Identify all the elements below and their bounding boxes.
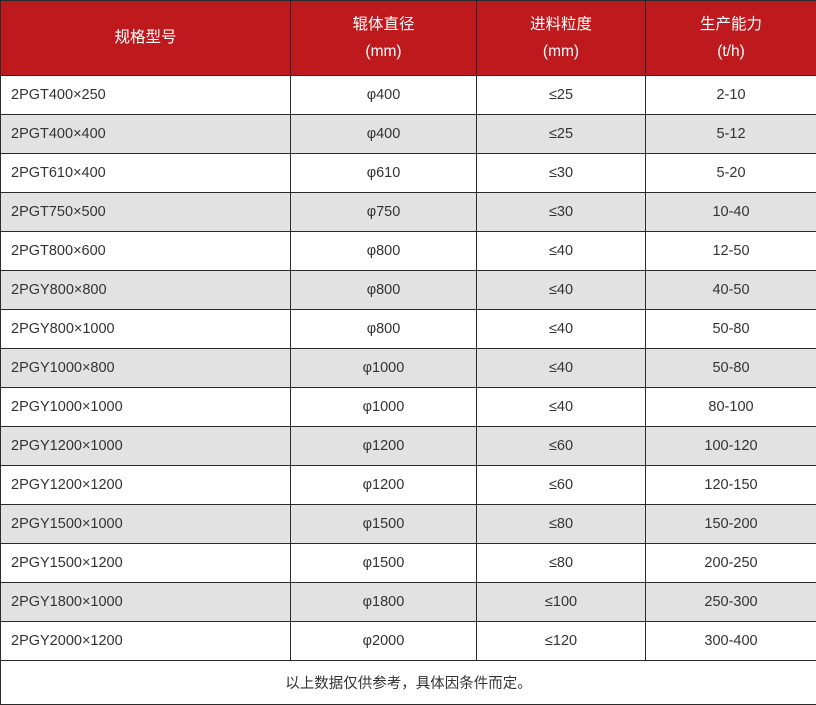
cell-roller-diameter: φ1200 — [291, 427, 477, 466]
table-header: 规格型号 辊体直径 (mm) 进料粒度 (mm) 生产能力 (t/h) — [1, 1, 816, 76]
cell-capacity: 80-100 — [646, 388, 816, 427]
cell-model: 2PGT400×250 — [1, 76, 291, 115]
cell-capacity: 40-50 — [646, 271, 816, 310]
cell-roller-diameter: φ800 — [291, 310, 477, 349]
column-header-feed-size-unit: (mm) — [483, 38, 639, 65]
cell-capacity: 2-10 — [646, 76, 816, 115]
column-header-capacity: 生产能力 (t/h) — [646, 1, 816, 76]
cell-model: 2PGT400×400 — [1, 115, 291, 154]
cell-capacity: 120-150 — [646, 466, 816, 505]
column-header-model: 规格型号 — [1, 1, 291, 76]
column-header-capacity-unit: (t/h) — [652, 38, 810, 65]
cell-model: 2PGT800×600 — [1, 232, 291, 271]
cell-model: 2PGY1000×1000 — [1, 388, 291, 427]
cell-model: 2PGY1800×1000 — [1, 583, 291, 622]
column-header-feed-size: 进料粒度 (mm) — [477, 1, 646, 76]
cell-roller-diameter: φ610 — [291, 154, 477, 193]
cell-feed-size: ≤60 — [477, 466, 646, 505]
cell-capacity: 50-80 — [646, 310, 816, 349]
cell-capacity: 5-20 — [646, 154, 816, 193]
cell-feed-size: ≤40 — [477, 310, 646, 349]
cell-roller-diameter: φ1000 — [291, 388, 477, 427]
cell-roller-diameter: φ750 — [291, 193, 477, 232]
cell-model: 2PGY1000×800 — [1, 349, 291, 388]
cell-capacity: 100-120 — [646, 427, 816, 466]
table-footer: 以上数据仅供参考，具体因条件而定。 — [1, 661, 816, 705]
cell-roller-diameter: φ400 — [291, 115, 477, 154]
cell-roller-diameter: φ1500 — [291, 505, 477, 544]
cell-feed-size: ≤30 — [477, 193, 646, 232]
cell-model: 2PGY2000×1200 — [1, 622, 291, 661]
cell-roller-diameter: φ2000 — [291, 622, 477, 661]
cell-roller-diameter: φ1800 — [291, 583, 477, 622]
cell-model: 2PGY1500×1000 — [1, 505, 291, 544]
cell-roller-diameter: φ1000 — [291, 349, 477, 388]
cell-model: 2PGY1200×1000 — [1, 427, 291, 466]
cell-feed-size: ≤25 — [477, 76, 646, 115]
cell-feed-size: ≤40 — [477, 232, 646, 271]
column-header-roller-diameter-title: 辊体直径 — [297, 11, 470, 38]
cell-roller-diameter: φ1500 — [291, 544, 477, 583]
cell-roller-diameter: φ800 — [291, 271, 477, 310]
cell-feed-size: ≤40 — [477, 349, 646, 388]
cell-feed-size: ≤40 — [477, 388, 646, 427]
column-header-roller-diameter: 辊体直径 (mm) — [291, 1, 477, 76]
cell-feed-size: ≤30 — [477, 154, 646, 193]
cell-model: 2PGT750×500 — [1, 193, 291, 232]
header-row: 规格型号 辊体直径 (mm) 进料粒度 (mm) 生产能力 (t/h) — [1, 1, 816, 76]
spec-table-container: 规格型号 辊体直径 (mm) 进料粒度 (mm) 生产能力 (t/h) 2PGT… — [0, 0, 816, 689]
footnote-text: 以上数据仅供参考，具体因条件而定。 — [1, 661, 816, 705]
cell-capacity: 150-200 — [646, 505, 816, 544]
cell-capacity: 250-300 — [646, 583, 816, 622]
cell-feed-size: ≤25 — [477, 115, 646, 154]
cell-model: 2PGY1200×1200 — [1, 466, 291, 505]
cell-model: 2PGT610×400 — [1, 154, 291, 193]
cell-capacity: 5-12 — [646, 115, 816, 154]
cell-feed-size: ≤100 — [477, 583, 646, 622]
cell-model: 2PGY1500×1200 — [1, 544, 291, 583]
cell-capacity: 50-80 — [646, 349, 816, 388]
column-header-roller-diameter-unit: (mm) — [297, 38, 470, 65]
column-header-capacity-title: 生产能力 — [652, 11, 810, 38]
footnote-row: 以上数据仅供参考，具体因条件而定。 — [1, 661, 816, 705]
cell-capacity: 10-40 — [646, 193, 816, 232]
cell-feed-size: ≤60 — [477, 427, 646, 466]
cell-roller-diameter: φ400 — [291, 76, 477, 115]
cell-feed-size: ≤80 — [477, 505, 646, 544]
cell-model: 2PGY800×800 — [1, 271, 291, 310]
cell-capacity: 12-50 — [646, 232, 816, 271]
cell-model: 2PGY800×1000 — [1, 310, 291, 349]
column-header-model-title: 规格型号 — [7, 24, 284, 51]
cell-feed-size: ≤40 — [477, 271, 646, 310]
cell-roller-diameter: φ1200 — [291, 466, 477, 505]
cell-feed-size: ≤80 — [477, 544, 646, 583]
column-header-feed-size-title: 进料粒度 — [483, 11, 639, 38]
cell-capacity: 300-400 — [646, 622, 816, 661]
cell-feed-size: ≤120 — [477, 622, 646, 661]
cell-roller-diameter: φ800 — [291, 232, 477, 271]
cell-capacity: 200-250 — [646, 544, 816, 583]
